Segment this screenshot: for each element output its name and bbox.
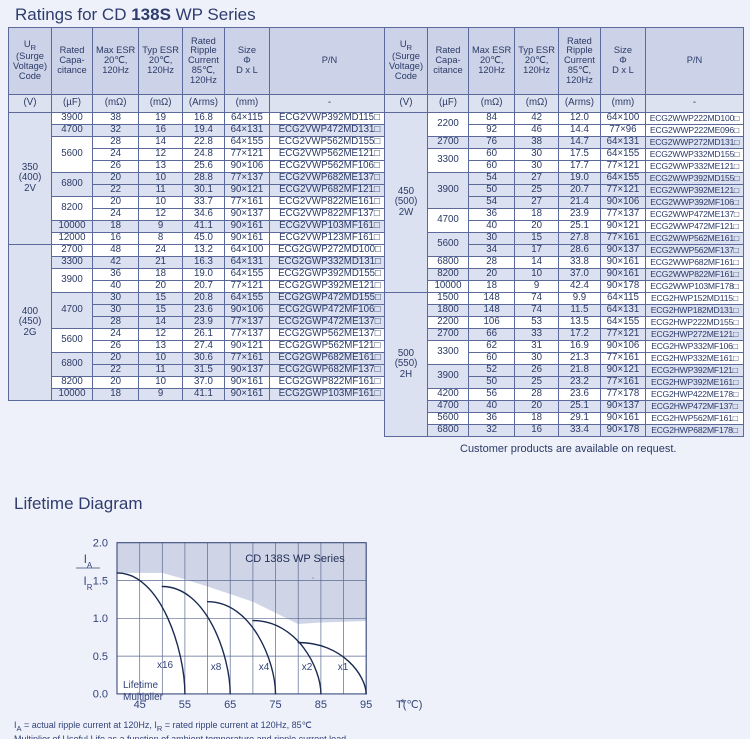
svg-text:x8: x8 bbox=[211, 662, 222, 673]
svg-text:x2: x2 bbox=[302, 662, 313, 673]
svg-text:CD 138S WP Series: CD 138S WP Series bbox=[245, 553, 345, 565]
svg-text:T⃰(℃): T⃰(℃) bbox=[396, 698, 422, 711]
svg-text:IR: IR bbox=[84, 576, 93, 592]
svg-text:x16: x16 bbox=[157, 660, 174, 671]
svg-text:1.5: 1.5 bbox=[93, 575, 108, 587]
svg-text:75: 75 bbox=[269, 699, 281, 711]
svg-text:85: 85 bbox=[315, 699, 327, 711]
svg-text:65: 65 bbox=[224, 699, 236, 711]
svg-text:Lifetime: Lifetime bbox=[123, 680, 158, 691]
svg-text:0.5: 0.5 bbox=[93, 651, 108, 663]
svg-text:x4: x4 bbox=[259, 662, 270, 673]
svg-text:1.0: 1.0 bbox=[93, 613, 108, 625]
svg-text:IA: IA bbox=[84, 554, 93, 570]
svg-text:Multiplier: Multiplier bbox=[123, 692, 164, 703]
svg-text:95: 95 bbox=[360, 699, 372, 711]
svg-text:55: 55 bbox=[179, 699, 191, 711]
svg-text:2.0: 2.0 bbox=[93, 538, 108, 550]
svg-text:x1: x1 bbox=[338, 662, 349, 673]
svg-text:0.0: 0.0 bbox=[93, 689, 108, 701]
